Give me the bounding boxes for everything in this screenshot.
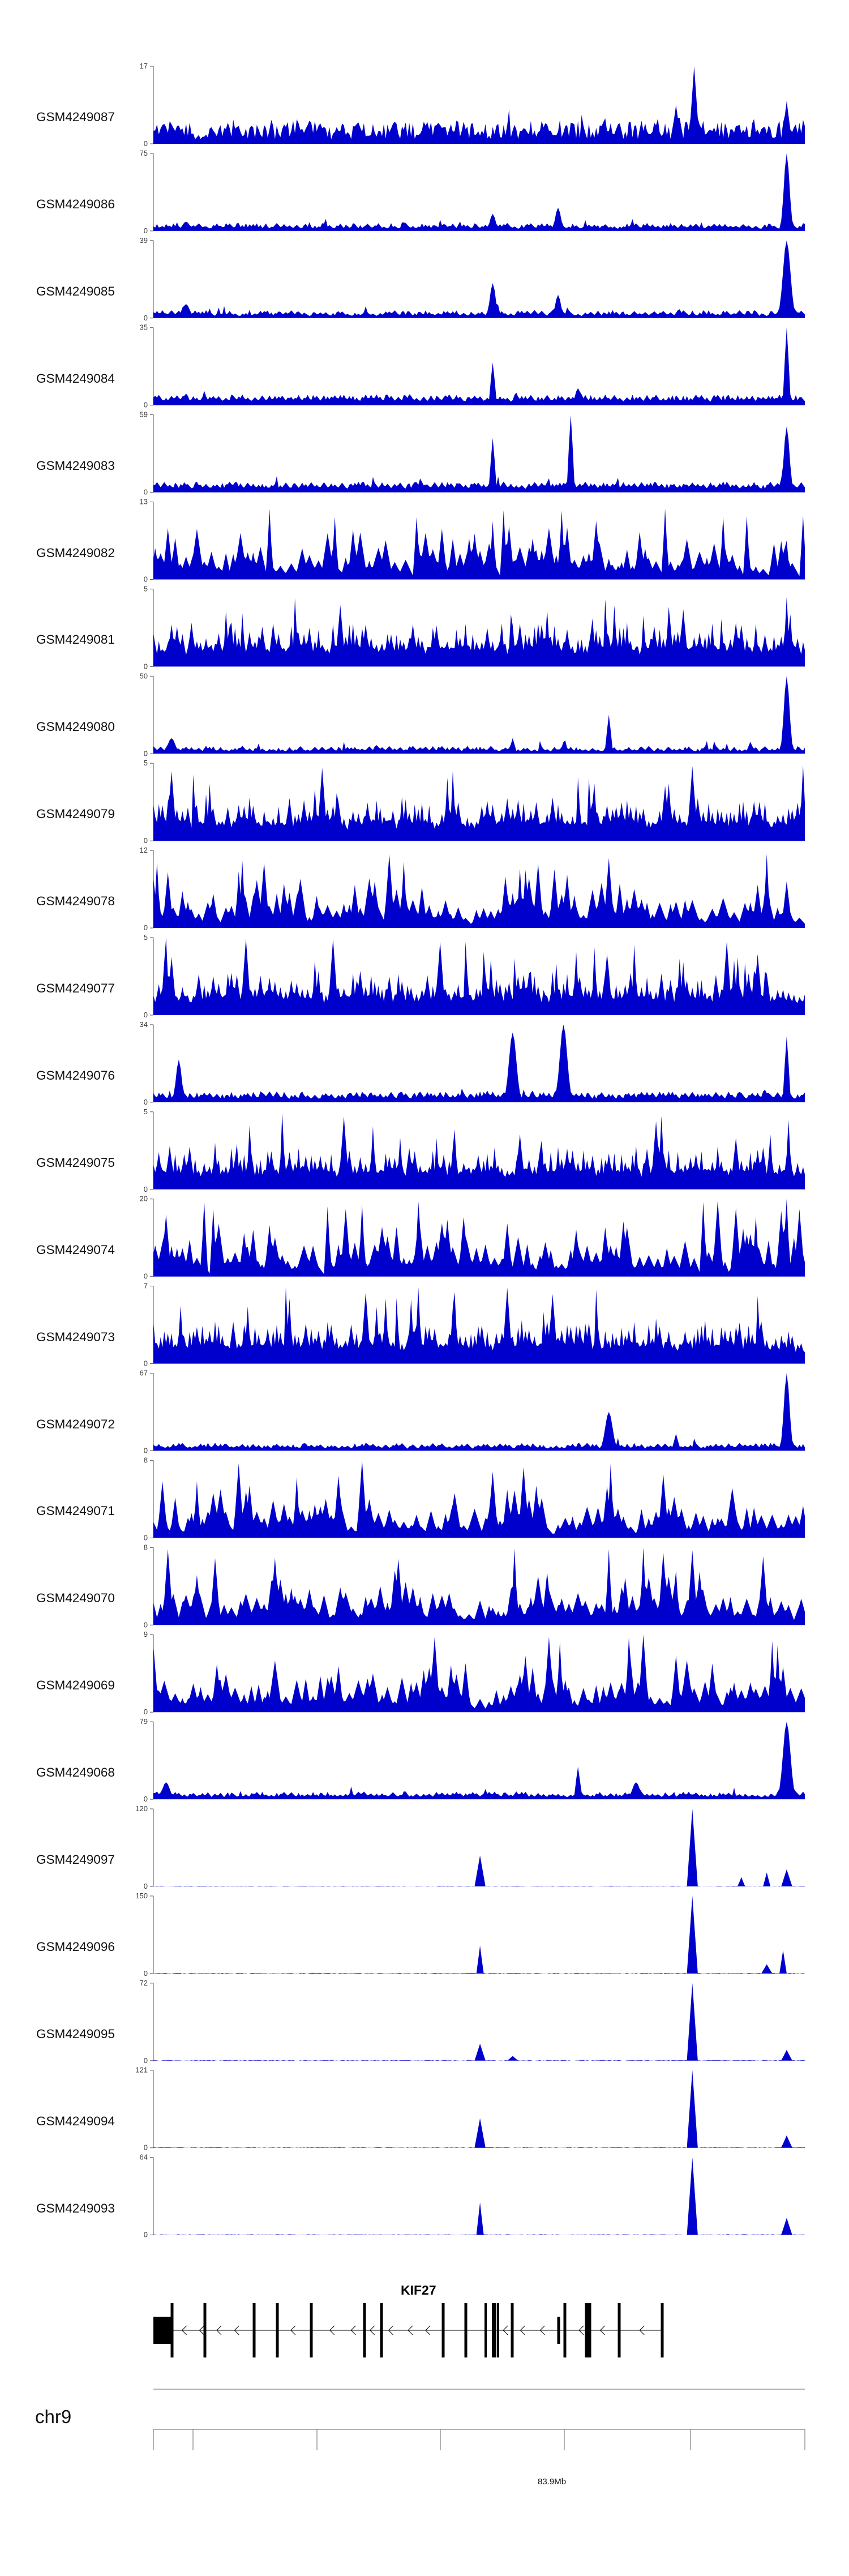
svg-text:0: 0 (144, 575, 148, 584)
svg-text:0: 0 (144, 1882, 148, 1890)
svg-text:13: 13 (140, 498, 148, 506)
svg-text:0: 0 (144, 488, 148, 497)
svg-text:0: 0 (144, 1359, 148, 1368)
svg-text:0: 0 (144, 662, 148, 670)
svg-text:0: 0 (144, 1795, 148, 1803)
svg-text:120: 120 (135, 1804, 148, 1813)
svg-text:67: 67 (140, 1369, 148, 1377)
svg-text:0: 0 (144, 226, 148, 235)
svg-text:17: 17 (140, 62, 148, 70)
svg-text:0: 0 (144, 923, 148, 932)
svg-text:0: 0 (144, 2231, 148, 2239)
svg-text:39: 39 (140, 236, 148, 245)
svg-text:0: 0 (144, 1533, 148, 1542)
svg-text:0: 0 (144, 139, 148, 148)
svg-text:0: 0 (144, 1969, 148, 1978)
svg-text:0: 0 (144, 1185, 148, 1193)
svg-text:0: 0 (144, 1708, 148, 1716)
svg-text:7: 7 (144, 1282, 148, 1290)
svg-text:121: 121 (135, 2066, 148, 2074)
svg-text:0: 0 (144, 836, 148, 845)
svg-text:64: 64 (140, 2153, 148, 2162)
svg-text:34: 34 (140, 1020, 148, 1029)
svg-text:72: 72 (140, 1979, 148, 1987)
svg-text:50: 50 (140, 671, 148, 680)
svg-text:9: 9 (144, 1630, 148, 1638)
svg-text:8: 8 (144, 1456, 148, 1464)
svg-text:0: 0 (144, 2056, 148, 2065)
svg-text:0: 0 (144, 1620, 148, 1629)
svg-text:12: 12 (140, 846, 148, 854)
svg-text:5: 5 (144, 933, 148, 942)
svg-text:0: 0 (144, 314, 148, 322)
svg-text:5: 5 (144, 584, 148, 593)
svg-text:0: 0 (144, 1011, 148, 1019)
svg-text:0: 0 (144, 1447, 148, 1455)
svg-text:0: 0 (144, 401, 148, 409)
svg-text:35: 35 (140, 323, 148, 332)
svg-text:75: 75 (140, 149, 148, 157)
svg-text:59: 59 (140, 410, 148, 419)
svg-text:5: 5 (144, 759, 148, 767)
svg-text:150: 150 (135, 1892, 148, 1900)
svg-text:8: 8 (144, 1543, 148, 1551)
svg-text:5: 5 (144, 1107, 148, 1116)
svg-text:20: 20 (140, 1195, 148, 1203)
svg-text:0: 0 (144, 1098, 148, 1106)
svg-text:0: 0 (144, 2143, 148, 2152)
svg-text:0: 0 (144, 749, 148, 758)
svg-text:79: 79 (140, 1717, 148, 1726)
svg-text:0: 0 (144, 1272, 148, 1281)
